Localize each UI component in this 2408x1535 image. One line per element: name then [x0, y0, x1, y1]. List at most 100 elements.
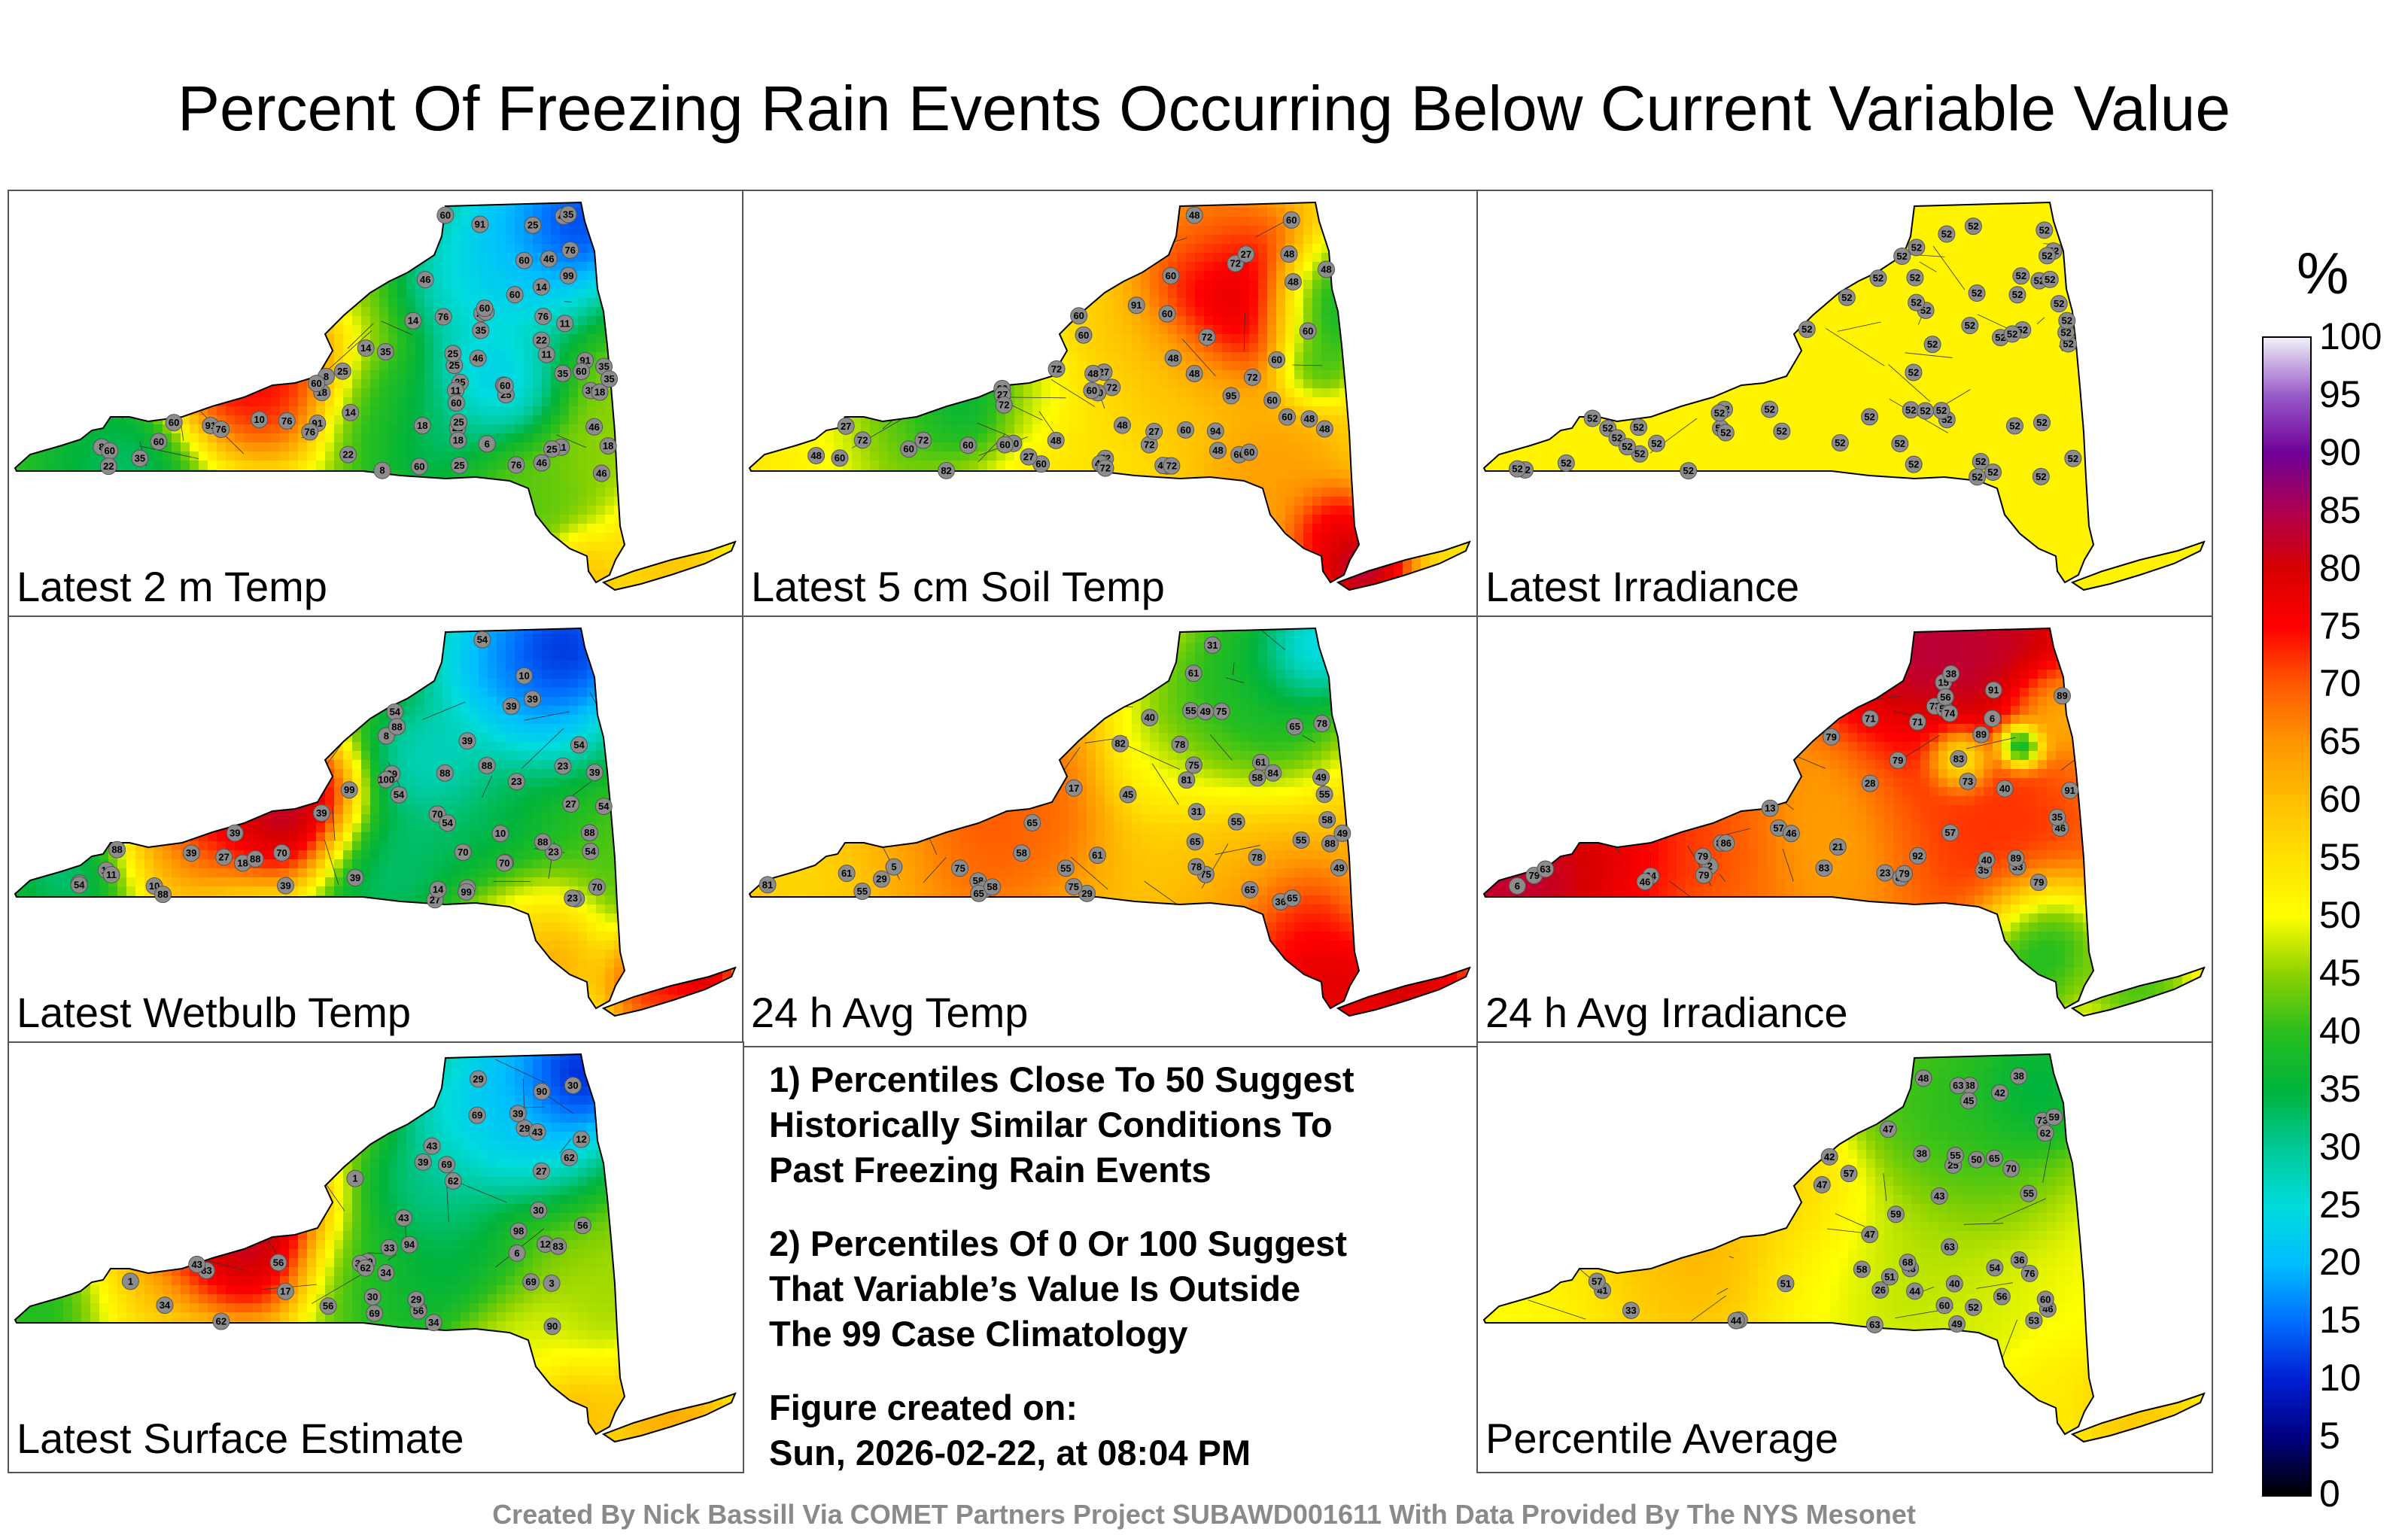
station-value: 49 — [1333, 862, 1344, 874]
state-outline — [2070, 1392, 2206, 1443]
station-value: 72 — [857, 434, 868, 445]
station-value: 3 — [549, 1278, 554, 1289]
station-value: 18 — [237, 857, 248, 868]
station-value: 65 — [1190, 836, 1200, 847]
station-marker — [438, 1156, 456, 1174]
station-marker — [532, 331, 550, 349]
station-marker — [1908, 239, 1926, 257]
station-value: 76 — [281, 415, 292, 427]
station-marker — [1075, 326, 1093, 344]
station-marker — [1972, 725, 1990, 743]
station-value: 40 — [1981, 854, 1992, 865]
station-marker — [1905, 363, 1923, 381]
state-outline — [1482, 627, 2095, 1010]
station-marker — [2012, 267, 2030, 285]
colorbar-tick: 25 — [2319, 1186, 2361, 1223]
station-value: 8 — [384, 731, 389, 742]
station-marker — [559, 266, 577, 284]
station-marker — [1141, 709, 1159, 727]
station-value: 54 — [390, 707, 401, 718]
station-marker — [507, 456, 525, 474]
station-marker — [807, 446, 825, 464]
station-marker — [2007, 850, 2025, 868]
station-marker — [1861, 408, 1879, 426]
station-marker — [1861, 774, 1879, 792]
station-value: 39 — [506, 701, 516, 712]
station-marker — [1622, 1301, 1640, 1319]
station-marker — [1710, 404, 1728, 422]
station-value: 52 — [1633, 421, 1643, 433]
map-panel: 2929175313136495540457565617875586561756… — [742, 616, 1479, 1047]
station-value: 27 — [1148, 426, 1159, 437]
colorbar-tick: 50 — [2319, 896, 2361, 934]
station-value: 60 — [311, 378, 321, 389]
station-value: 38 — [1945, 668, 1956, 679]
station-value: 65 — [1287, 892, 1297, 904]
station-marker — [838, 865, 856, 883]
station-value: 62 — [448, 1175, 458, 1187]
station-marker — [449, 431, 467, 449]
station-marker — [573, 1217, 591, 1235]
station-marker — [1945, 1275, 1963, 1293]
station-value: 91 — [2064, 785, 2075, 796]
station-marker — [1996, 780, 2014, 798]
station-marker — [1243, 368, 1261, 386]
station-value: 58 — [1252, 772, 1263, 783]
station-marker — [278, 412, 296, 430]
station-marker — [388, 718, 406, 736]
station-marker — [2058, 312, 2076, 330]
station-marker — [543, 440, 561, 458]
station-value: 35 — [563, 208, 573, 220]
station-value: 76 — [2024, 1268, 2035, 1279]
note-2: 2) Percentiles Of 0 Or 100 Suggest That … — [769, 1221, 1476, 1357]
map-panel: 3012613171213430292783699062948390695643… — [8, 1041, 744, 1473]
station-marker — [1820, 1147, 1838, 1166]
station-marker — [1879, 1120, 1897, 1138]
station-value: 57 — [1944, 827, 1955, 838]
station-marker — [1941, 824, 1960, 842]
station-value: 63 — [1953, 1080, 1963, 1091]
station-marker — [1968, 284, 1986, 302]
station-value: 54 — [477, 634, 488, 646]
station-value: 90 — [547, 1321, 558, 1332]
station-value: 83 — [1819, 862, 1829, 874]
station-marker — [414, 1153, 432, 1171]
station-value: 54 — [585, 846, 596, 857]
station-marker — [251, 411, 269, 429]
station-value: 72 — [1202, 331, 1212, 342]
station-marker — [570, 736, 588, 754]
state-outline — [748, 201, 1361, 584]
station-marker — [1861, 710, 1879, 728]
station-marker — [533, 454, 551, 472]
station-marker — [377, 1264, 395, 1282]
station-marker — [1299, 322, 1317, 340]
colorbar-tick: 60 — [2319, 780, 2361, 818]
panel-label: Latest Irradiance — [1485, 562, 1799, 611]
station-value: 43 — [427, 1141, 437, 1152]
station-value: 52 — [2007, 328, 2017, 339]
station-marker — [951, 859, 969, 877]
station-value: 72 — [999, 400, 1009, 411]
station-marker — [1023, 813, 1041, 831]
station-value: 60 — [1271, 354, 1282, 366]
station-value: 72 — [1100, 463, 1111, 474]
station-value: 33 — [384, 1242, 394, 1254]
station-value: 71 — [1865, 713, 1875, 725]
station-marker — [1508, 877, 1526, 895]
station-marker — [2020, 1264, 2039, 1282]
station-value: 29 — [519, 1123, 530, 1134]
station-marker — [1949, 1077, 1967, 1095]
station-value: 23 — [567, 892, 578, 904]
station-value: 89 — [1975, 729, 1986, 740]
station-value: 52 — [1622, 441, 1632, 452]
station-value: 54 — [74, 880, 85, 891]
station-marker — [1013, 844, 1031, 862]
station-marker — [545, 843, 563, 861]
station-marker — [1280, 245, 1298, 263]
station-marker — [1968, 1150, 1986, 1169]
station-value: 35 — [135, 453, 145, 464]
station-value: 83 — [1953, 753, 1964, 764]
station-value: 60 — [962, 439, 973, 451]
station-value: 58 — [1016, 847, 1026, 859]
station-value: 60 — [1166, 270, 1176, 281]
